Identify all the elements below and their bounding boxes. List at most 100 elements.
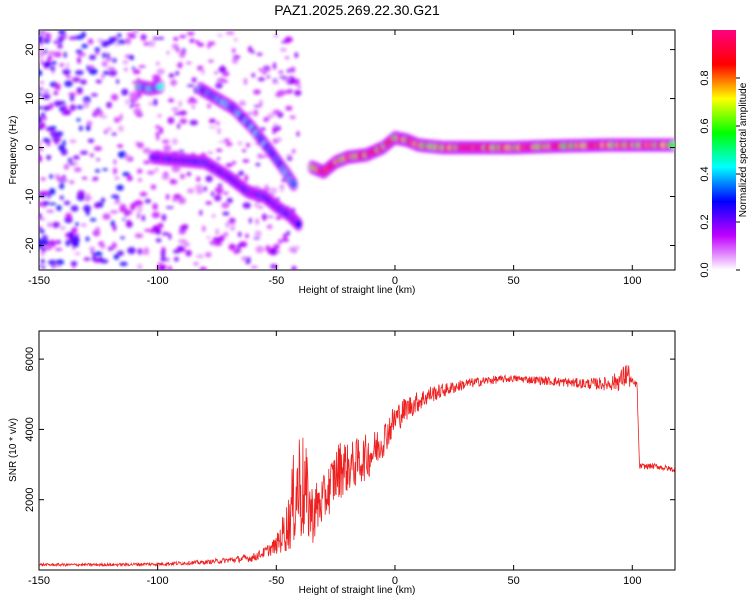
spectrogram-noise-cell [189,38,195,44]
spectrogram-noise-cell [70,162,74,166]
spectrogram-noise-cell [39,69,43,76]
spectrogram-noise-cell [113,200,122,205]
spectrogram-noise-cell [220,65,225,70]
spectrogram-noise-cell [232,48,236,54]
spectrogram-noise-cell [214,194,222,202]
spectrogram-noise-cell [39,226,43,230]
spectrogram-noise-cell [51,221,61,228]
spectrogram-noise-cell [39,122,46,129]
spectrogram-noise-cell [216,148,223,152]
spectrogram-noise-cell [146,170,155,175]
spectrogram-noise-cell [86,120,93,127]
spectrogram-noise-cell [291,265,297,270]
y-tick-label: 10 [24,92,36,104]
spectrogram-noise-cell [106,52,111,60]
y-tick-label: 6000 [24,347,36,371]
spectrogram-noise-cell [81,43,88,49]
spectrogram-noise-cell [156,61,160,66]
snr-y-ticks: 2000 4000 6000 [24,347,675,512]
spectrogram-noise-cell [96,107,101,112]
spectrogram-noise-cell [49,126,57,130]
spectrogram-noise-cell [168,233,172,240]
spectrogram-noise-cell [52,135,61,143]
spectrogram-noise-cell [106,126,113,132]
y-tick-label: -20 [24,238,36,254]
spectrogram-noise-cell [39,217,46,221]
spectrogram-noise-cell [54,83,60,89]
spectrogram-noise-cell [241,149,247,153]
spectrogram-noise-cell [39,229,45,234]
spectrogram-noise-cell [39,106,44,110]
spectrogram-noise-cell [222,71,230,77]
spectrogram-noise-cell [289,115,296,119]
ridge-cell [157,83,164,91]
spectrogram-noise-cell [297,85,302,89]
spectrogram-noise-cell [95,52,100,55]
spectrogram-noise-cell [206,236,211,239]
spectrogram-noise-cell [294,89,302,96]
spectrogram-noise-cell [144,228,152,232]
spectrogram-noise-cell [151,211,161,219]
spectrogram-noise-cell [142,249,150,256]
spectrogram-noise-cell [259,99,263,107]
spectrogram-noise-cell [100,197,106,203]
spectrogram-noise-cell [231,58,239,64]
spectrogram-noise-cell [223,231,229,238]
spectrogram-noise-cell [183,242,190,248]
x-tick-label: 0 [392,275,398,287]
spectrogram-noise-cell [42,234,48,241]
spectrogram-noise-cell [88,68,98,75]
spectrogram-noise-cell [261,70,267,75]
spectrogram-noise-cell [133,201,139,204]
spectrogram-noise-cell [241,256,248,261]
y-tick-label: 0 [24,144,36,150]
spectrogram-noise-cell [110,210,116,214]
spectrogram-noise-cell [47,155,51,161]
spectrogram-noise-cell [87,138,95,143]
spectrogram-noise-cell [208,125,217,129]
spectrogram-noise-cell [41,265,46,270]
spectrogram-noise-cell [176,245,185,252]
spectrogram-noise-cell [217,127,221,135]
spectrogram-noise-cell [161,232,170,236]
spectrogram-noise-cell [231,161,237,165]
x-tick-label: -100 [147,575,169,587]
spectrogram-noise-cell [48,259,57,265]
spectrogram-noise-cell [83,101,90,109]
spectrogram-noise-cell [134,233,144,239]
spectrogram-noise-cell [55,239,62,245]
spectrogram-noise-cell [138,178,142,182]
spectrogram-noise-cell [124,67,128,72]
ridge-cell [295,220,302,228]
spectrogram-noise-cell [61,175,66,180]
spectrogram-noise-cell [270,247,278,256]
spectrogram-noise-cell [39,143,42,147]
figure-title: PAZ1.2025.269.22.30.G21 [274,2,440,18]
spectrogram-noise-cell [100,243,106,249]
spectrogram-noise-cell [141,214,146,222]
spectrogram-noise-cell [85,124,91,131]
spectrogram-noise-cell [288,246,296,253]
spectrogram-noise-cell [47,193,51,199]
spectrogram-noise-cell [291,149,296,154]
spectrogram-noise-cell [138,65,146,68]
spectrogram-noise-cell [217,33,223,38]
spectrogram-noise-cell [61,111,71,116]
colorbar-ticks: 0.0 0.2 0.4 0.6 0.8 [699,70,740,278]
spectrogram-noise-cell [69,94,75,102]
spectrogram-noise-cell [210,191,215,197]
spectrogram-noise-cell [250,265,258,269]
spectrogram-noise-cell [42,89,50,93]
spectrogram-noise-cell [263,118,269,122]
spectrogram-noise-cell [186,188,195,194]
spectrogram-noise-cell [161,139,170,144]
spectrogram-noise-cell [69,180,75,185]
spectrogram-marks [39,30,675,270]
spectrogram-noise-cell [41,201,50,204]
spectrogram-noise-cell [102,213,111,220]
x-tick-label: 100 [623,275,641,287]
spectrogram-noise-cell [135,141,140,146]
spectrogram-noise-cell [254,230,262,237]
spectrogram-noise-cell [191,105,195,109]
spectrogram-noise-cell [245,143,251,148]
